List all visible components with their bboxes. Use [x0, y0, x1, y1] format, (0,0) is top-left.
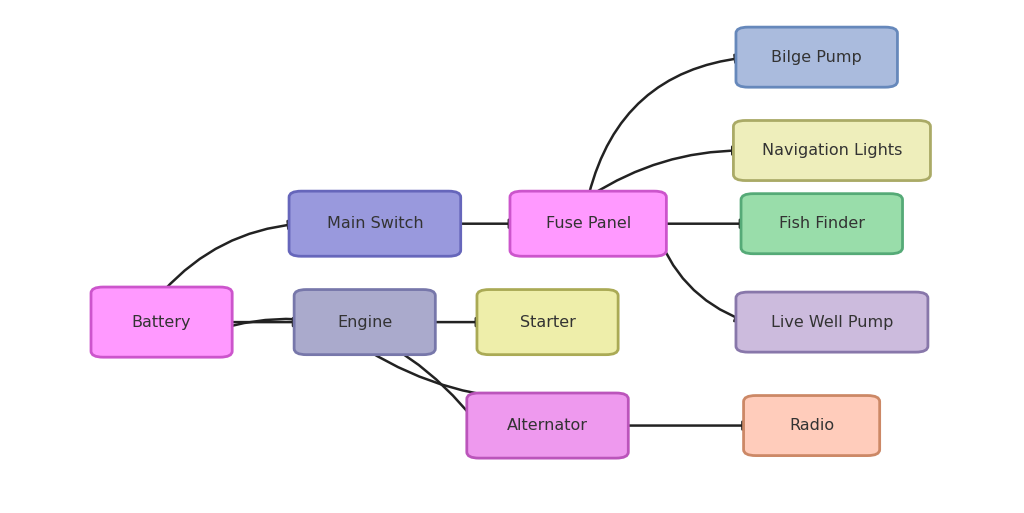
Text: Radio: Radio [790, 418, 835, 433]
FancyBboxPatch shape [743, 396, 880, 456]
Text: Engine: Engine [337, 314, 392, 330]
Text: Fuse Panel: Fuse Panel [546, 216, 631, 231]
FancyBboxPatch shape [294, 289, 435, 354]
FancyBboxPatch shape [510, 191, 667, 256]
FancyBboxPatch shape [733, 121, 931, 181]
Text: Live Well Pump: Live Well Pump [771, 314, 893, 330]
FancyBboxPatch shape [477, 289, 618, 354]
Text: Navigation Lights: Navigation Lights [762, 143, 902, 158]
FancyBboxPatch shape [741, 194, 902, 254]
FancyBboxPatch shape [736, 27, 897, 87]
Text: Bilge Pump: Bilge Pump [771, 50, 862, 65]
FancyBboxPatch shape [289, 191, 461, 256]
Text: Main Switch: Main Switch [327, 216, 423, 231]
Text: Battery: Battery [132, 314, 191, 330]
Text: Fish Finder: Fish Finder [779, 216, 865, 231]
FancyBboxPatch shape [736, 292, 928, 352]
FancyBboxPatch shape [467, 393, 629, 458]
Text: Starter: Starter [519, 314, 575, 330]
FancyBboxPatch shape [91, 287, 232, 357]
Text: Alternator: Alternator [507, 418, 588, 433]
